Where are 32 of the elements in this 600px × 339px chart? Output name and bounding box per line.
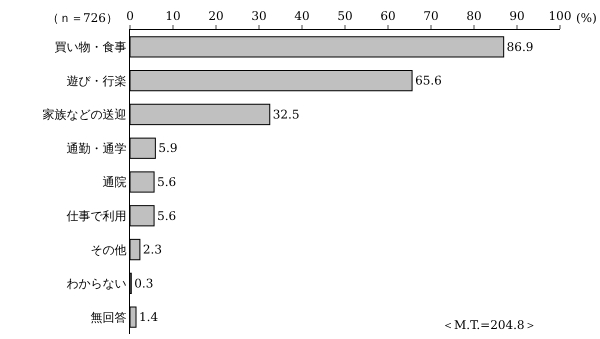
- x-tick-label: 50: [337, 9, 353, 24]
- y-tick-label: 通勤・通学: [66, 141, 127, 156]
- data-label: 5.9: [158, 141, 178, 156]
- x-tick-label: 100: [548, 9, 572, 24]
- data-label: 32.5: [272, 107, 300, 122]
- y-tick-label: わからない: [66, 276, 127, 291]
- y-tick-label: 遊び・行楽: [66, 74, 127, 88]
- x-axis-title: (%): [576, 11, 597, 25]
- annotation: ＜M.T.=204.8＞: [442, 318, 537, 332]
- data-label: 1.4: [139, 310, 158, 324]
- data-label: 86.9: [506, 40, 534, 54]
- y-tick-label: 買い物・食事: [54, 40, 127, 54]
- y-tick-label: 通院: [102, 175, 127, 190]
- data-label: 2.3: [142, 242, 162, 257]
- x-tick-label: 0: [126, 9, 134, 24]
- x-tick-label: 70: [423, 9, 439, 24]
- data-label: 0.3: [134, 276, 154, 290]
- x-tick-label: 40: [294, 9, 310, 24]
- data-label: 5.6: [157, 175, 176, 189]
- y-tick-label: 家族などの送迎: [42, 108, 127, 122]
- y-tick-label: 仕事で利用: [66, 208, 127, 223]
- data-label: 5.6: [157, 208, 176, 223]
- x-tick-label: 10: [165, 9, 181, 24]
- y-tick-label: 無回答: [90, 310, 127, 324]
- data-label: 65.6: [415, 74, 442, 88]
- y-tick-label: その他: [90, 242, 127, 257]
- x-tick-label: 20: [208, 9, 224, 24]
- x-tick-label: 80: [466, 9, 482, 24]
- x-tick-label: 90: [509, 9, 525, 24]
- text: （ｎ＝726）: [47, 11, 118, 25]
- x-tick-label: 60: [380, 9, 396, 24]
- x-tick-label: 30: [251, 9, 267, 24]
